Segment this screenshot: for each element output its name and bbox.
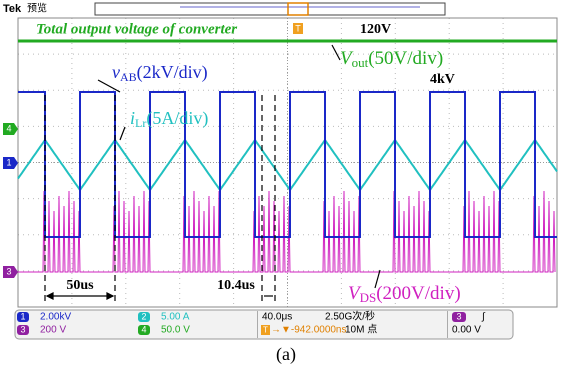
vds-scale: (200V/div)	[376, 283, 460, 304]
brand: Tek	[3, 3, 22, 15]
channel-scale: 2.00kV	[40, 312, 71, 323]
vab-symbol: v	[112, 62, 120, 82]
trigger-level: 0.00 V	[452, 325, 481, 336]
divider	[257, 311, 258, 338]
period-label: 50us	[66, 278, 94, 293]
vout-sub: out	[352, 55, 369, 70]
sample-rate: 2.50G次/秒	[325, 310, 375, 323]
ch4-marker-label: 4	[6, 123, 11, 133]
vab-scale: (2kV/div)	[137, 62, 208, 83]
channel-scale: 200 V	[40, 325, 66, 336]
deadtime-label: 10.4us	[217, 278, 255, 293]
caption: (a)	[276, 344, 296, 365]
trigger-icon-label: T	[263, 326, 268, 335]
timebase: 40.0μs	[262, 312, 292, 323]
ilr-scale: (5A/div)	[146, 108, 208, 129]
channel-id: 4	[141, 324, 146, 334]
record-bar	[95, 3, 445, 15]
divider	[447, 311, 448, 338]
vout-scale: (50V/div)	[368, 48, 443, 69]
vab-level: 4kV	[430, 72, 455, 87]
trigger-marker-label: T	[295, 23, 301, 33]
channel-scale: 50.0 V	[161, 325, 190, 336]
trigger-position: →▼-942.0000ns	[271, 325, 347, 336]
vds-trace	[18, 191, 555, 272]
vout-label: Vout(50V/div)	[340, 48, 443, 70]
record-length: 10M 点	[345, 324, 377, 336]
channel-id: 3	[20, 324, 25, 334]
vds-label: VDS(200V/div)	[348, 283, 461, 305]
trigger-window	[288, 3, 308, 15]
channel-id: 1	[20, 311, 25, 321]
channel-scale: 5.00 A	[161, 312, 190, 323]
vab-label: vAB(2kV/div)	[112, 62, 208, 84]
scope-screenshot: Tek 预览 T 4 1 3 Total output voltage of c…	[0, 0, 573, 370]
ilr-sub: Lr	[135, 116, 146, 130]
mode: 预览	[27, 2, 47, 15]
vds-sub: DS	[360, 290, 377, 305]
vout-level: 120V	[360, 22, 391, 37]
channel-id: 2	[141, 311, 146, 321]
vab-sub: AB	[120, 70, 137, 84]
trigger-source: 3	[456, 311, 461, 321]
ch3-marker-label: 3	[6, 266, 11, 276]
ch1-marker-label: 1	[6, 157, 11, 167]
title: Total output voltage of converter	[36, 21, 237, 37]
ilr-label: iLr(5A/div)	[130, 108, 208, 130]
